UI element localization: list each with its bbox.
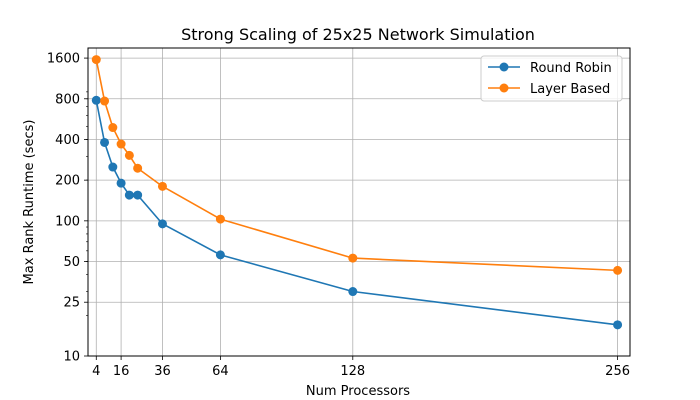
legend-entry-layer-based: Layer Based <box>488 82 610 97</box>
legend-entry-round-robin: Round Robin <box>488 61 612 76</box>
data-point-layer-based-4 <box>91 55 101 65</box>
grid-layer <box>88 48 630 357</box>
data-point-round-robin-16 <box>116 178 126 188</box>
data-point-round-robin-20 <box>124 190 134 200</box>
data-point-round-robin-256 <box>613 320 623 330</box>
data-point-layer-based-24 <box>133 163 143 173</box>
series-layer <box>91 55 623 330</box>
data-point-layer-based-20 <box>124 150 134 160</box>
y-tick-label-50: 50 <box>63 255 80 270</box>
data-point-layer-based-128 <box>348 253 358 263</box>
y-tick-label-10: 10 <box>63 350 80 365</box>
x-tick-label-64: 64 <box>212 364 229 379</box>
data-point-layer-based-8 <box>100 96 110 106</box>
data-point-layer-based-16 <box>116 139 126 149</box>
x-axis-label: Num Processors <box>306 384 410 399</box>
data-point-round-robin-24 <box>133 190 143 200</box>
data-point-round-robin-8 <box>100 137 110 147</box>
x-tick-label-256: 256 <box>605 364 630 379</box>
y-tick-label-1600: 1600 <box>47 52 80 67</box>
tick-layer: 4 16 36 64 128 256 10 25 50 100 200 400 800 1600 <box>47 52 630 379</box>
legend-marker-layer-based <box>499 83 509 93</box>
y-tick-label-100: 100 <box>55 214 80 229</box>
chart-title: Strong Scaling of 25x25 Network Simulati… <box>181 25 535 44</box>
series-line-layer-based <box>95 59 618 272</box>
y-tick-label-800: 800 <box>55 92 80 107</box>
data-point-round-robin-12 <box>108 162 118 172</box>
x-tick-label-128: 128 <box>340 364 365 379</box>
x-tick-label-16: 16 <box>113 364 130 379</box>
data-point-layer-based-36 <box>157 181 167 191</box>
x-tick-label-36: 36 <box>154 364 171 379</box>
data-point-round-robin-36 <box>157 219 167 229</box>
data-point-round-robin-4 <box>91 95 101 105</box>
data-point-round-robin-128 <box>348 287 358 297</box>
y-tick-label-25: 25 <box>63 296 80 311</box>
y-tick-label-200: 200 <box>55 174 80 189</box>
y-axis-label: Max Rank Runtime (secs) <box>22 120 37 285</box>
data-point-round-robin-64 <box>215 250 225 260</box>
legend-label-layer-based: Layer Based <box>530 82 610 97</box>
data-point-layer-based-256 <box>613 265 623 275</box>
plot-frame <box>87 47 631 357</box>
legend-marker-round-robin <box>499 62 509 72</box>
data-point-layer-based-64 <box>215 214 225 224</box>
legend: Round Robin Layer Based <box>480 55 623 102</box>
data-point-layer-based-12 <box>108 123 118 133</box>
legend-label-round-robin: Round Robin <box>530 61 612 76</box>
y-tick-label-400: 400 <box>55 133 80 148</box>
x-tick-label-4: 4 <box>92 364 100 379</box>
